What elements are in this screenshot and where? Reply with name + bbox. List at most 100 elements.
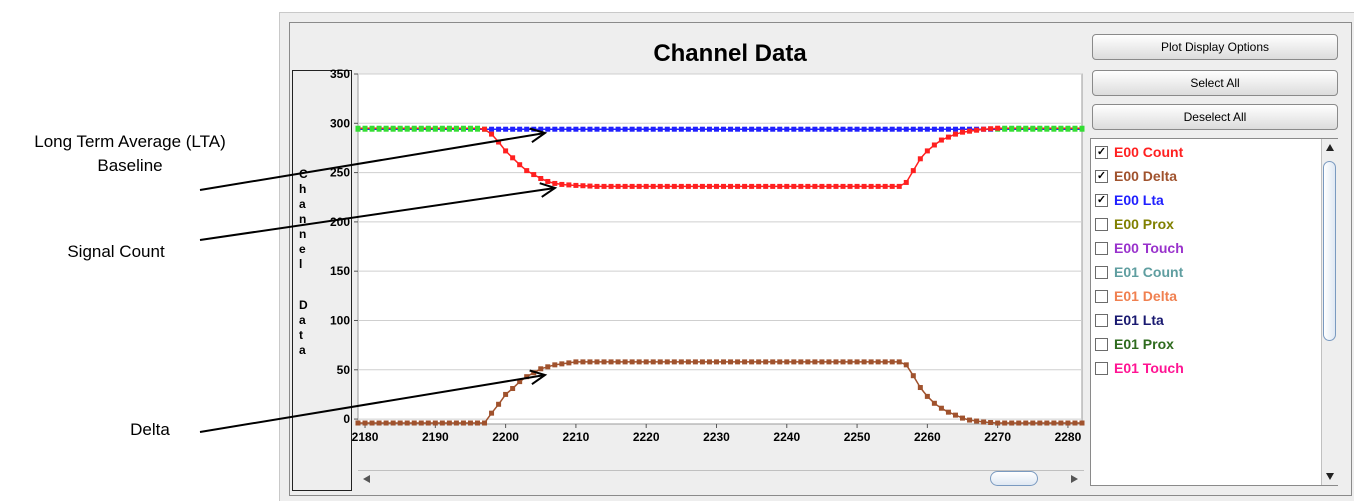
x-tick-label: 2230 [703,430,730,444]
lta-point [721,126,727,132]
scroll-down-icon[interactable] [1326,473,1334,480]
x-tick-label: 2200 [492,430,519,444]
count-point [1044,125,1050,131]
count-point [650,183,656,189]
count-point [749,183,755,189]
legend-checkbox[interactable] [1095,265,1108,279]
scroll-right-icon[interactable] [1071,475,1078,483]
lta-point [657,126,663,132]
count-point [404,125,410,131]
count-point [1030,125,1036,131]
lta-point [629,126,635,132]
delta-point [699,359,705,365]
count-point [566,182,572,188]
lta-point [805,126,811,132]
count-point [917,156,923,162]
legend-checkbox[interactable] [1095,289,1108,303]
delta-point [812,359,818,365]
lta-point [601,126,607,132]
legend-item[interactable]: E01 Lta [1095,309,1164,331]
lta-point [931,126,937,132]
scroll-up-icon[interactable] [1326,144,1334,151]
delta-point [538,366,544,372]
lta-point [545,126,551,132]
legend-checkbox[interactable] [1095,337,1108,351]
legend-item[interactable]: ✓ E00 Delta [1095,165,1177,187]
count-point [1009,125,1015,131]
delta-point [960,415,966,421]
delta-point [524,374,530,380]
lta-point [566,126,572,132]
select-all-button[interactable]: Select All [1092,70,1338,96]
count-point [974,127,980,133]
delta-point [988,420,994,426]
legend-checkbox[interactable] [1095,217,1108,231]
delta-point [974,418,980,424]
delta-point [587,359,593,365]
lta-point [777,126,783,132]
scroll-left-icon[interactable] [363,475,370,483]
delta-point [664,359,670,365]
delta-point [791,359,797,365]
delta-point [938,405,944,411]
legend-item[interactable]: E01 Count [1095,261,1183,283]
legend-item[interactable]: ✓ E00 Lta [1095,189,1164,211]
legend-label: E01 Count [1114,264,1184,280]
count-point [643,183,649,189]
legend-checkbox[interactable] [1095,241,1108,255]
count-point [432,125,438,131]
delta-point [903,362,909,368]
lta-point [742,126,748,132]
lta-point [791,126,797,132]
deselect-all-button[interactable]: Deselect All [1092,104,1338,130]
legend-checkbox[interactable]: ✓ [1095,145,1108,159]
delta-point [868,359,874,365]
delta-point [735,359,741,365]
chart-horizontal-scrollbar[interactable] [358,470,1084,487]
legend-item[interactable]: E01 Touch [1095,357,1184,379]
annotation-lta: Long Term Average (LTA) Baseline [0,130,260,178]
count-point [798,183,804,189]
count-point [868,183,874,189]
legend-checkbox[interactable] [1095,313,1108,327]
legend-checkbox[interactable]: ✓ [1095,193,1108,207]
delta-point [685,359,691,365]
delta-point [566,360,572,366]
plot-display-options-button[interactable]: Plot Display Options [1092,34,1338,60]
x-tick-label: 2280 [1055,430,1082,444]
y-axis-label-char: e [299,242,306,256]
legend-vertical-scrollbar[interactable] [1321,139,1338,485]
delta-point [931,400,937,406]
delta-point [1037,420,1043,426]
legend-item[interactable]: E00 Touch [1095,237,1184,259]
lta-point [756,126,762,132]
legend-item[interactable]: E00 Prox [1095,213,1174,235]
legend-label: E01 Lta [1114,312,1164,328]
legend-checkbox[interactable]: ✓ [1095,169,1108,183]
lta-point [573,126,579,132]
legend-item[interactable]: ✓ E00 Count [1095,141,1183,163]
delta-point [411,420,417,426]
delta-point [671,359,677,365]
count-point [812,183,818,189]
lta-point [510,126,516,132]
lta-point [685,126,691,132]
lta-point [517,126,523,132]
count-point [1051,125,1057,131]
count-point [496,139,502,145]
legend-scroll-thumb[interactable] [1323,161,1336,341]
lta-point [917,126,923,132]
x-tick-label: 2260 [914,430,941,444]
legend-checkbox[interactable] [1095,361,1108,375]
delta-point [510,386,516,392]
legend-label: E01 Delta [1114,288,1178,304]
chart-scroll-thumb[interactable] [990,471,1038,486]
count-point [671,183,677,189]
y-tick-label: 150 [330,264,350,278]
y-axis-label-char: h [299,182,307,196]
legend-item[interactable]: E01 Prox [1095,333,1174,355]
legend-item[interactable]: E01 Delta [1095,285,1177,307]
delta-point [1009,420,1015,426]
delta-point [692,359,698,365]
